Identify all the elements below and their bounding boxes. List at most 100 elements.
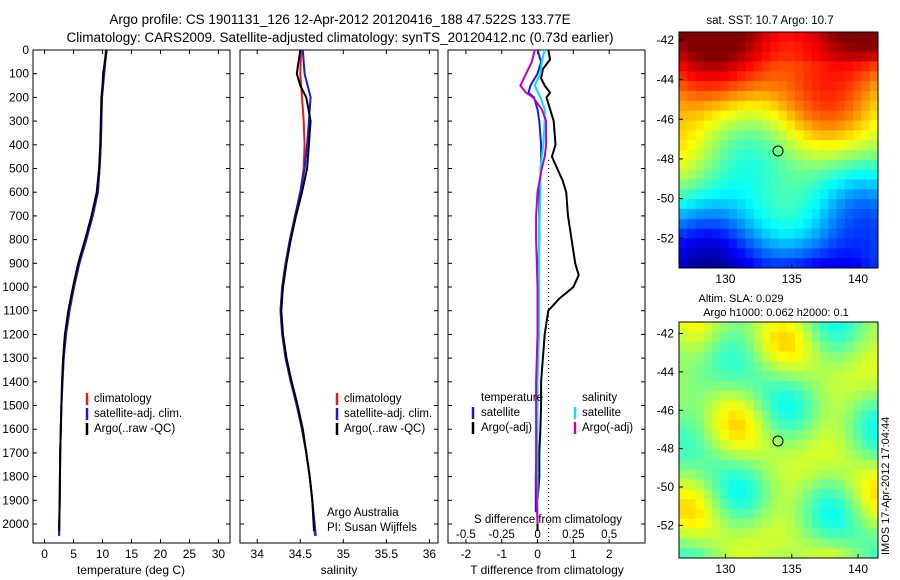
sst-cell bbox=[728, 159, 738, 171]
sst-cell bbox=[786, 110, 796, 121]
sst-cell bbox=[770, 81, 779, 92]
sst-cell bbox=[703, 238, 713, 249]
sst-cell bbox=[687, 110, 696, 121]
sla-cell bbox=[795, 420, 804, 431]
sst-cell bbox=[761, 120, 771, 131]
sst-cell bbox=[795, 248, 804, 259]
sla-cell bbox=[761, 518, 771, 529]
sla-cell bbox=[761, 499, 771, 510]
sst-cell bbox=[861, 258, 871, 269]
sla-cell bbox=[786, 430, 796, 441]
sla-cell bbox=[853, 479, 862, 490]
sla-cell bbox=[811, 351, 821, 362]
sla-cell bbox=[844, 390, 854, 402]
sst-cell bbox=[770, 238, 779, 249]
sla-cell bbox=[795, 410, 804, 421]
sla-cell bbox=[679, 499, 688, 510]
sst-cell bbox=[811, 150, 821, 161]
sst-cell bbox=[687, 189, 696, 200]
sla-cell bbox=[770, 420, 779, 431]
sst-cell bbox=[687, 248, 696, 259]
difference-series-t-argo-adj- bbox=[536, 49, 580, 532]
sst-cell bbox=[703, 41, 713, 53]
sla-cell bbox=[828, 548, 837, 559]
sst-cell bbox=[745, 199, 755, 210]
sla-cell bbox=[728, 351, 738, 362]
sla-cell bbox=[853, 449, 862, 461]
sla-cell bbox=[761, 351, 771, 362]
sst-cell bbox=[753, 32, 763, 43]
sst-cell bbox=[737, 159, 746, 171]
sst-cell bbox=[811, 61, 821, 72]
sst-cell bbox=[753, 140, 763, 151]
sla-cell bbox=[695, 381, 705, 392]
sla-cell bbox=[795, 499, 804, 510]
sla-cell bbox=[803, 518, 813, 529]
sla-cell bbox=[679, 361, 688, 372]
sla-cell bbox=[720, 351, 730, 362]
sla-cell bbox=[753, 528, 763, 539]
sst-cell bbox=[679, 258, 688, 269]
sla-cell bbox=[861, 548, 871, 559]
sla-cell bbox=[778, 361, 788, 372]
sst-cell bbox=[828, 91, 837, 102]
sla-cell bbox=[778, 518, 788, 529]
sla-cell bbox=[679, 528, 688, 539]
sla-cell bbox=[712, 499, 721, 510]
sst-cell bbox=[803, 130, 813, 141]
temperature-lines bbox=[58, 49, 108, 536]
sst-cell bbox=[853, 51, 862, 62]
sst-cell bbox=[795, 179, 804, 190]
sla-map-cells bbox=[679, 322, 879, 559]
sst-cell bbox=[828, 32, 837, 43]
sla-cell bbox=[803, 400, 813, 411]
sst-cell bbox=[703, 100, 713, 112]
sst-cell bbox=[745, 189, 755, 200]
sst-cell bbox=[761, 110, 771, 121]
sla-cell bbox=[869, 440, 879, 451]
sla-title-line2: Argo h1000: 0.062 h2000: 0.1 bbox=[703, 307, 849, 319]
sla-cell bbox=[853, 528, 862, 539]
sla-cell bbox=[712, 371, 721, 382]
sla-cell bbox=[770, 322, 779, 333]
sst-cell bbox=[679, 199, 688, 210]
sst-cell bbox=[703, 51, 713, 62]
sla-cell bbox=[712, 440, 721, 451]
sla-cell bbox=[853, 518, 862, 529]
sst-cell bbox=[786, 159, 796, 171]
sst-cell bbox=[853, 218, 862, 230]
sla-cell bbox=[753, 449, 763, 461]
sst-cell bbox=[753, 91, 763, 102]
sla-cell bbox=[803, 341, 813, 352]
sst-cell bbox=[803, 32, 813, 43]
sst-cell bbox=[869, 81, 879, 92]
sla-cell bbox=[786, 420, 796, 431]
sst-cell bbox=[679, 248, 688, 259]
sst-cell bbox=[869, 218, 879, 230]
sst-cell bbox=[844, 120, 854, 131]
sst-cell bbox=[786, 218, 796, 230]
depth-tick-label: 500 bbox=[9, 162, 29, 176]
sst-cell bbox=[712, 140, 721, 151]
sla-cell bbox=[728, 331, 738, 343]
sla-cell bbox=[803, 322, 813, 333]
sst-cell bbox=[720, 199, 730, 210]
x-tick-label: 35.5 bbox=[375, 547, 399, 561]
sst-cell bbox=[687, 258, 696, 269]
sla-cell bbox=[687, 361, 696, 372]
sla-cell bbox=[811, 499, 821, 510]
sst-cell bbox=[770, 228, 779, 239]
sst-cell bbox=[695, 100, 705, 112]
lon-tick-label: 135 bbox=[782, 272, 802, 286]
sst-cell bbox=[737, 120, 746, 131]
sst-cell bbox=[836, 150, 846, 161]
salinity-legend-argo: Argo(..raw -QC) bbox=[344, 423, 425, 435]
sst-cell bbox=[728, 110, 738, 121]
sst-cell bbox=[795, 159, 804, 171]
sla-cell bbox=[679, 548, 688, 559]
sst-cell bbox=[687, 91, 696, 102]
sst-cell bbox=[828, 209, 837, 220]
sst-cell bbox=[844, 258, 854, 269]
x-tick-label: 36 bbox=[423, 547, 437, 561]
sst-cell bbox=[795, 218, 804, 230]
